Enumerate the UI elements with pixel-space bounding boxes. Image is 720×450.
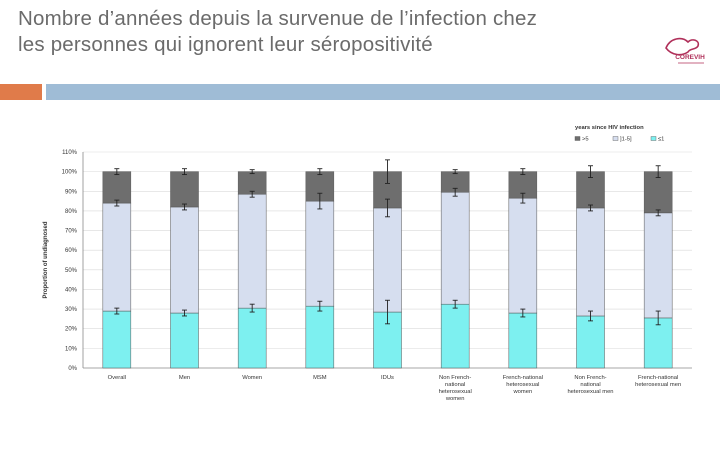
logo-text: COREVIH	[675, 54, 705, 61]
x-tick-label: Overall	[108, 375, 126, 381]
bar-segment	[643, 212, 673, 319]
legend: years since HIV infection >5 ]1-5] ≤1	[574, 125, 664, 143]
bar-segment	[440, 192, 470, 305]
x-tick-label-line: Women	[242, 375, 262, 381]
bar-segment	[170, 312, 199, 369]
y-tick-label: 90%	[65, 189, 78, 195]
slide-title-line-2: les personnes qui ignorent leur séroposi…	[18, 33, 433, 56]
bar-segment	[305, 305, 335, 369]
bar-segment	[305, 200, 335, 307]
x-tick-label-line: women	[445, 396, 465, 402]
bar-segment	[102, 202, 132, 312]
slide-title-line-1: Nombre d’années depuis la survenue de l’…	[18, 7, 538, 30]
error-bars	[114, 159, 661, 326]
x-tick-label: French-national heterosexual men	[635, 375, 681, 388]
x-tick-label-line: Overall	[108, 375, 126, 381]
y-tick-label: 100%	[62, 170, 78, 176]
legend-label: >5	[582, 137, 589, 143]
x-tick-label-line: French-national	[503, 375, 543, 381]
x-tick-label: French-national heterosexual women	[503, 375, 543, 395]
x-tick-label: MSM	[313, 375, 327, 381]
bar-segment	[508, 171, 538, 199]
bar-segment	[508, 197, 538, 314]
y-axis-label: Proportion of undiagnosed	[43, 221, 49, 298]
y-tick-label: 40%	[65, 287, 78, 293]
y-tick-label: 60%	[65, 248, 78, 254]
x-tick-label-line: heterosexual	[506, 382, 539, 388]
x-tick-label-line: Non French-	[574, 375, 606, 381]
x-tick-label-line: Men	[179, 375, 190, 381]
bar-segment	[170, 206, 199, 314]
bar-segment	[440, 303, 470, 369]
logo-mark-icon	[665, 37, 700, 56]
x-tick-label: Men	[179, 375, 190, 381]
y-tick-label: 20%	[65, 327, 78, 333]
bar-segment	[373, 207, 402, 313]
x-tick-labels: Overall Men Women MSM IDUs Non French-nationa…	[108, 375, 682, 402]
legend-swatch	[574, 136, 581, 141]
legend-title: years since HIV infection	[575, 125, 644, 131]
bar-segment	[643, 171, 673, 214]
title-rule	[46, 84, 720, 100]
legend-label: ≤1	[658, 137, 664, 143]
legend-label: ]1-5]	[620, 137, 632, 143]
x-tick-label: Non French-national heterosexual women	[439, 375, 472, 402]
title-rule-accent	[0, 84, 42, 100]
bar-segment	[576, 207, 605, 317]
y-tick-label: 70%	[65, 229, 78, 235]
bar-segment	[643, 317, 673, 369]
y-tick-label: 80%	[65, 209, 78, 215]
x-tick-label-line: French-national	[638, 375, 678, 381]
x-tick-label: Women	[242, 375, 262, 381]
bar-segment	[237, 193, 267, 309]
corevih-logo: COREVIH	[665, 37, 705, 64]
slide-title: Nombre d’années depuis la survenue de l’…	[18, 6, 658, 58]
bar-segment	[576, 315, 605, 369]
y-tick-labels: 0% 10% 20% 30% 40% 50% 60% 70% 80% 90% 100% 110%	[62, 150, 78, 372]
x-tick-label: IDUs	[381, 375, 394, 381]
bar-segments	[102, 171, 673, 369]
x-tick-label-line: women	[512, 389, 532, 395]
legend-swatch	[612, 136, 619, 141]
y-tick-label: 0%	[68, 366, 77, 372]
y-tick-label: 10%	[65, 346, 78, 352]
bar-segment	[170, 171, 199, 208]
bar-segment	[508, 312, 538, 369]
x-tick-label-line: national	[580, 382, 600, 388]
bar-segment	[102, 310, 132, 369]
x-tick-label-line: heterosexual men	[635, 382, 681, 388]
x-tick-label-line: heterosexual	[439, 389, 472, 395]
x-tick-label-line: MSM	[313, 375, 327, 381]
y-tick-label: 110%	[62, 150, 78, 156]
y-tick-label: 30%	[65, 307, 78, 313]
legend-swatch	[650, 136, 657, 141]
bar-segment	[237, 307, 267, 369]
y-tick-label: 50%	[65, 268, 78, 274]
bar-segment	[102, 171, 132, 204]
x-tick-label-line: national	[445, 382, 465, 388]
x-tick-label-line: heterosexual men	[567, 389, 613, 395]
x-tick-label: Non French-national heterosexual men	[567, 375, 613, 395]
x-tick-label-line: Non French-	[439, 375, 471, 381]
x-tick-label-line: IDUs	[381, 375, 394, 381]
